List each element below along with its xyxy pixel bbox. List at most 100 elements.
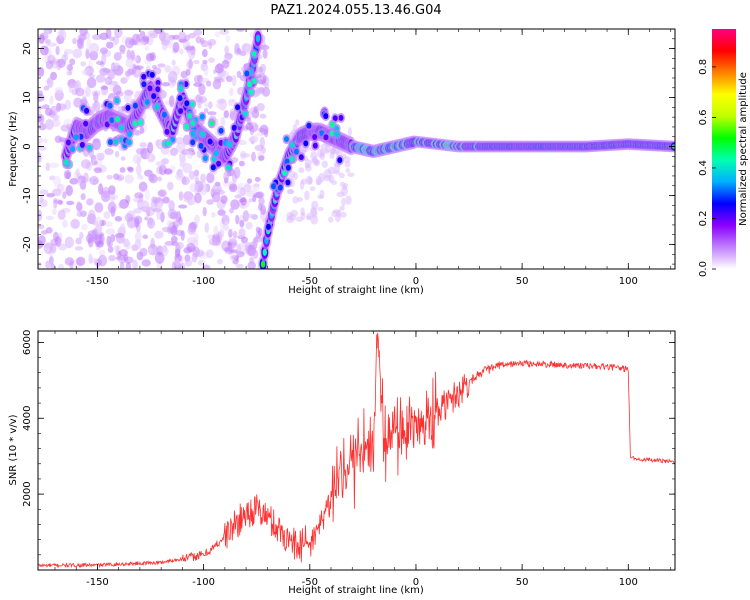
- spectrogram-cell: [186, 59, 194, 69]
- spectrogram-cell: [203, 265, 209, 269]
- spectrogram-cell: [188, 170, 196, 180]
- spectrogram-cell: [38, 66, 45, 77]
- spectrogram-cell: [293, 148, 299, 155]
- spectrogram-cell: [107, 201, 117, 214]
- spectrogram-cell: [252, 249, 259, 259]
- spectrogram-cell: [252, 238, 258, 249]
- spectrogram-cell: [186, 150, 193, 159]
- spectrogram-cell: [132, 102, 138, 109]
- spectrogram-cell: [193, 29, 203, 36]
- spectrogram-cell: [135, 148, 146, 155]
- spectrogram-cell: [157, 190, 166, 197]
- spectrogram-cell: [243, 184, 251, 193]
- colorbar-tick-label: 0.4: [698, 160, 709, 176]
- spectrogram-cell: [175, 229, 184, 237]
- spectrogram-cell: [114, 97, 120, 104]
- spectrogram-cell: [224, 45, 229, 54]
- colorbar-label: Normalized spectral amplitude: [738, 72, 749, 226]
- spectrogram-cell: [57, 263, 64, 269]
- spectrogram-cell: [137, 201, 146, 207]
- spectrogram-cell: [170, 235, 178, 243]
- spectrogram-cell: [202, 206, 207, 217]
- spectrogram-cell: [223, 171, 230, 182]
- spectrogram-cell: [238, 228, 246, 238]
- spectrogram-cell: [74, 246, 84, 251]
- spectrogram-cell: [342, 153, 347, 160]
- spectrogram-cell: [191, 252, 198, 263]
- spectrogram-cell: [207, 138, 213, 145]
- spectrogram-cell: [52, 114, 60, 121]
- spectrogram-cell: [38, 113, 45, 125]
- spectrogram-cell: [306, 122, 312, 129]
- spectrogram-cell: [83, 120, 89, 127]
- spectrogram-cell: [194, 176, 199, 185]
- spectrogram-cell: [178, 204, 188, 209]
- spectrogram-cell: [147, 216, 153, 226]
- spectrogram-cell: [240, 153, 251, 158]
- spectrogram-cell: [53, 199, 63, 204]
- spectrogram-cell: [293, 172, 299, 180]
- spectrogram-cell: [72, 37, 77, 45]
- spectrogram-cell: [96, 60, 104, 65]
- spectrogram-cell: [236, 70, 242, 79]
- spectrogram-cell: [310, 214, 319, 225]
- spectrogram-cell: [132, 154, 142, 165]
- spectrogram-cell: [206, 172, 215, 184]
- spectrogram-cell: [40, 230, 48, 235]
- spectrogram-cell: [207, 111, 217, 116]
- spectrogram-cell: [91, 34, 102, 41]
- spectrogram-cell: [45, 215, 54, 221]
- spectrogram-cell: [98, 254, 108, 267]
- spectrogram-cell: [178, 191, 184, 201]
- spectrogram-cell: [208, 41, 213, 50]
- spectrogram-cell: [126, 49, 132, 60]
- spectrogram-cell: [72, 48, 83, 59]
- spectrogram-cell: [189, 183, 199, 193]
- spectrogram-cell: [255, 87, 266, 95]
- spectrogram-cell: [39, 195, 44, 204]
- spectrogram-cell: [95, 152, 105, 159]
- spectrogram-cell: [249, 256, 255, 264]
- spectrogram-cell: [118, 200, 126, 209]
- spectrogram-cell: [223, 220, 229, 231]
- spectrogram-cell: [230, 249, 239, 254]
- spectrogram-cell: [38, 209, 43, 222]
- spectrogram-cell: [254, 176, 261, 183]
- spectrogram-cell: [80, 159, 91, 169]
- spectrogram-cell: [118, 124, 124, 131]
- spectrogram-cell: [208, 237, 217, 246]
- spectrogram-cell: [184, 100, 190, 107]
- spectrogram-cell: [283, 136, 289, 143]
- spectrogram-cell: [157, 63, 166, 68]
- spectrogram-cell: [119, 44, 126, 53]
- spectrogram-cell: [80, 193, 86, 201]
- spectrogram-cell: [44, 29, 50, 38]
- spectrogram-cell: [38, 261, 42, 268]
- spectrogram-cell: [64, 257, 75, 266]
- spectrogram-cell: [49, 162, 60, 168]
- spectrogram-cell: [228, 228, 233, 239]
- spectrogram-cell: [109, 196, 116, 202]
- spectrogram-cell: [113, 244, 122, 250]
- spectrogram-cell: [225, 35, 231, 43]
- spectrogram-cell: [141, 259, 151, 267]
- spectrogram-cell: [194, 192, 202, 204]
- spectrogram-cell: [220, 116, 226, 128]
- spectrogram-cell: [144, 188, 151, 201]
- spectrogram-cell: [133, 208, 141, 214]
- spectrogram-cell: [86, 77, 97, 89]
- spectrogram-cell: [50, 263, 56, 269]
- spectrogram-cell: [235, 104, 241, 111]
- spectrogram-cell: [38, 34, 45, 44]
- spectrogram-cell: [178, 85, 184, 92]
- spectrogram-cell: [227, 141, 233, 148]
- spectrogram-cell: [181, 176, 190, 186]
- spectrogram-cell: [193, 75, 202, 84]
- spectrogram-cell: [124, 213, 134, 223]
- spectrogram-cell: [331, 180, 338, 185]
- colorbar-tick-label: 0.0: [698, 261, 709, 277]
- spectrogram-cell: [288, 213, 297, 221]
- spectrogram-cell: [259, 113, 267, 119]
- snr-x-tick-label: 100: [619, 577, 638, 588]
- spectrogram-cell: [75, 87, 85, 97]
